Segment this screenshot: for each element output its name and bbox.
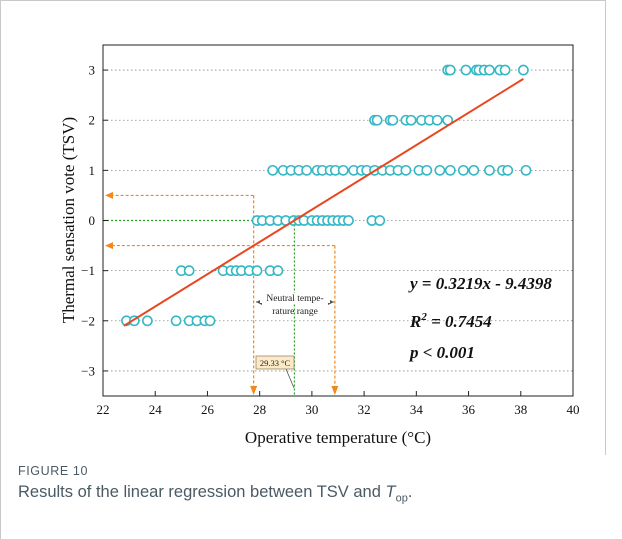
orange-guide-arrowhead-left xyxy=(105,191,113,199)
x-tick-label: 32 xyxy=(358,402,371,417)
data-point xyxy=(170,315,182,327)
p-value-label: p < 0.001 xyxy=(408,343,475,362)
data-point xyxy=(468,164,480,176)
x-tick-label: 24 xyxy=(149,402,163,417)
data-point xyxy=(301,164,313,176)
figure-frame-top xyxy=(0,0,606,1)
x-tick-label: 28 xyxy=(253,402,266,417)
orange-guide-arrowhead-down xyxy=(250,386,258,395)
data-point xyxy=(484,164,495,176)
data-point xyxy=(141,315,153,327)
data-point xyxy=(434,164,446,176)
data-point xyxy=(204,315,216,327)
data-point xyxy=(183,265,195,277)
data-point xyxy=(499,64,511,76)
x-tick-label: 36 xyxy=(462,402,476,417)
axis-ticks: 22 24 26 28 30 32 34 36 38 40 −3 −2 −1 0 1 2 3 xyxy=(81,63,579,417)
r-squared-value: = 0.7454 xyxy=(427,312,492,331)
y-tick-label: −1 xyxy=(81,263,95,278)
figure-caption: Results of the linear regression between… xyxy=(18,483,412,504)
y-tick-label: −2 xyxy=(81,313,95,328)
data-point xyxy=(387,114,399,126)
neutral-temp-label-box xyxy=(255,355,295,370)
data-point xyxy=(343,215,354,226)
caption-end: . xyxy=(407,483,413,501)
data-point xyxy=(520,164,532,176)
x-tick-label: 40 xyxy=(567,402,580,417)
orange-guide-arrowhead-left xyxy=(105,242,113,250)
data-point xyxy=(272,265,284,277)
data-point xyxy=(484,64,495,76)
neutral-temp-pointer xyxy=(285,368,295,389)
x-tick-label: 34 xyxy=(410,402,424,417)
data-point xyxy=(374,215,386,226)
data-point xyxy=(371,114,383,126)
scatter-chart: 22 24 26 28 30 32 34 36 38 40 −3 −2 −1 0 1 2 3 y = 0.321… xyxy=(59,44,580,447)
data-point xyxy=(444,64,456,76)
figure-frame-left xyxy=(0,0,1,539)
data-point xyxy=(444,164,456,176)
data-point xyxy=(502,164,514,176)
figure-label: FIGURE 10 xyxy=(18,464,88,478)
data-point xyxy=(251,265,263,277)
regression-equation: y = 0.3219x - 9.4398 xyxy=(408,274,552,293)
figure-frame-right xyxy=(605,0,606,455)
data-point xyxy=(457,164,469,176)
caption-subscript: op xyxy=(395,492,408,505)
y-axis-title: Thermal sensation vote (TSV) xyxy=(59,117,78,323)
neutral-temp-label: 29.33 °C xyxy=(260,358,291,368)
x-tick-label: 38 xyxy=(514,402,527,417)
y-tick-label: 2 xyxy=(89,113,96,128)
y-tick-label: 3 xyxy=(89,63,96,78)
x-tick-label: 22 xyxy=(97,402,110,417)
data-point xyxy=(517,64,529,76)
x-tick-label: 26 xyxy=(201,402,215,417)
guide-lines xyxy=(103,191,339,396)
r-squared-symbol: R xyxy=(409,312,421,331)
neutral-range-label-1: Neutral tempe- xyxy=(266,294,323,304)
orange-guide-arrowhead-down xyxy=(331,386,339,395)
data-point xyxy=(405,114,417,126)
regression-fit-line xyxy=(123,78,524,327)
caption-variable: T xyxy=(385,483,396,501)
neutral-range-label-2: rature range xyxy=(272,307,318,317)
caption-text: Results of the linear regression between… xyxy=(18,483,386,501)
data-point xyxy=(400,164,412,176)
data-point xyxy=(431,114,443,126)
data-point xyxy=(337,164,349,176)
x-axis-title: Operative temperature (°C) xyxy=(245,428,431,447)
r-squared-label: R2 = 0.7454 xyxy=(409,311,492,331)
y-tick-label: 1 xyxy=(89,163,96,178)
data-points xyxy=(121,64,532,327)
data-point xyxy=(267,164,279,176)
fit-line-group xyxy=(123,78,524,327)
data-point xyxy=(460,64,472,76)
r-squared-exponent: 2 xyxy=(420,311,427,323)
y-tick-label: 0 xyxy=(89,213,96,228)
neutral-label-bg xyxy=(260,293,330,303)
data-point xyxy=(421,164,433,176)
x-tick-label: 30 xyxy=(305,402,318,417)
y-tick-label: −3 xyxy=(81,363,95,378)
